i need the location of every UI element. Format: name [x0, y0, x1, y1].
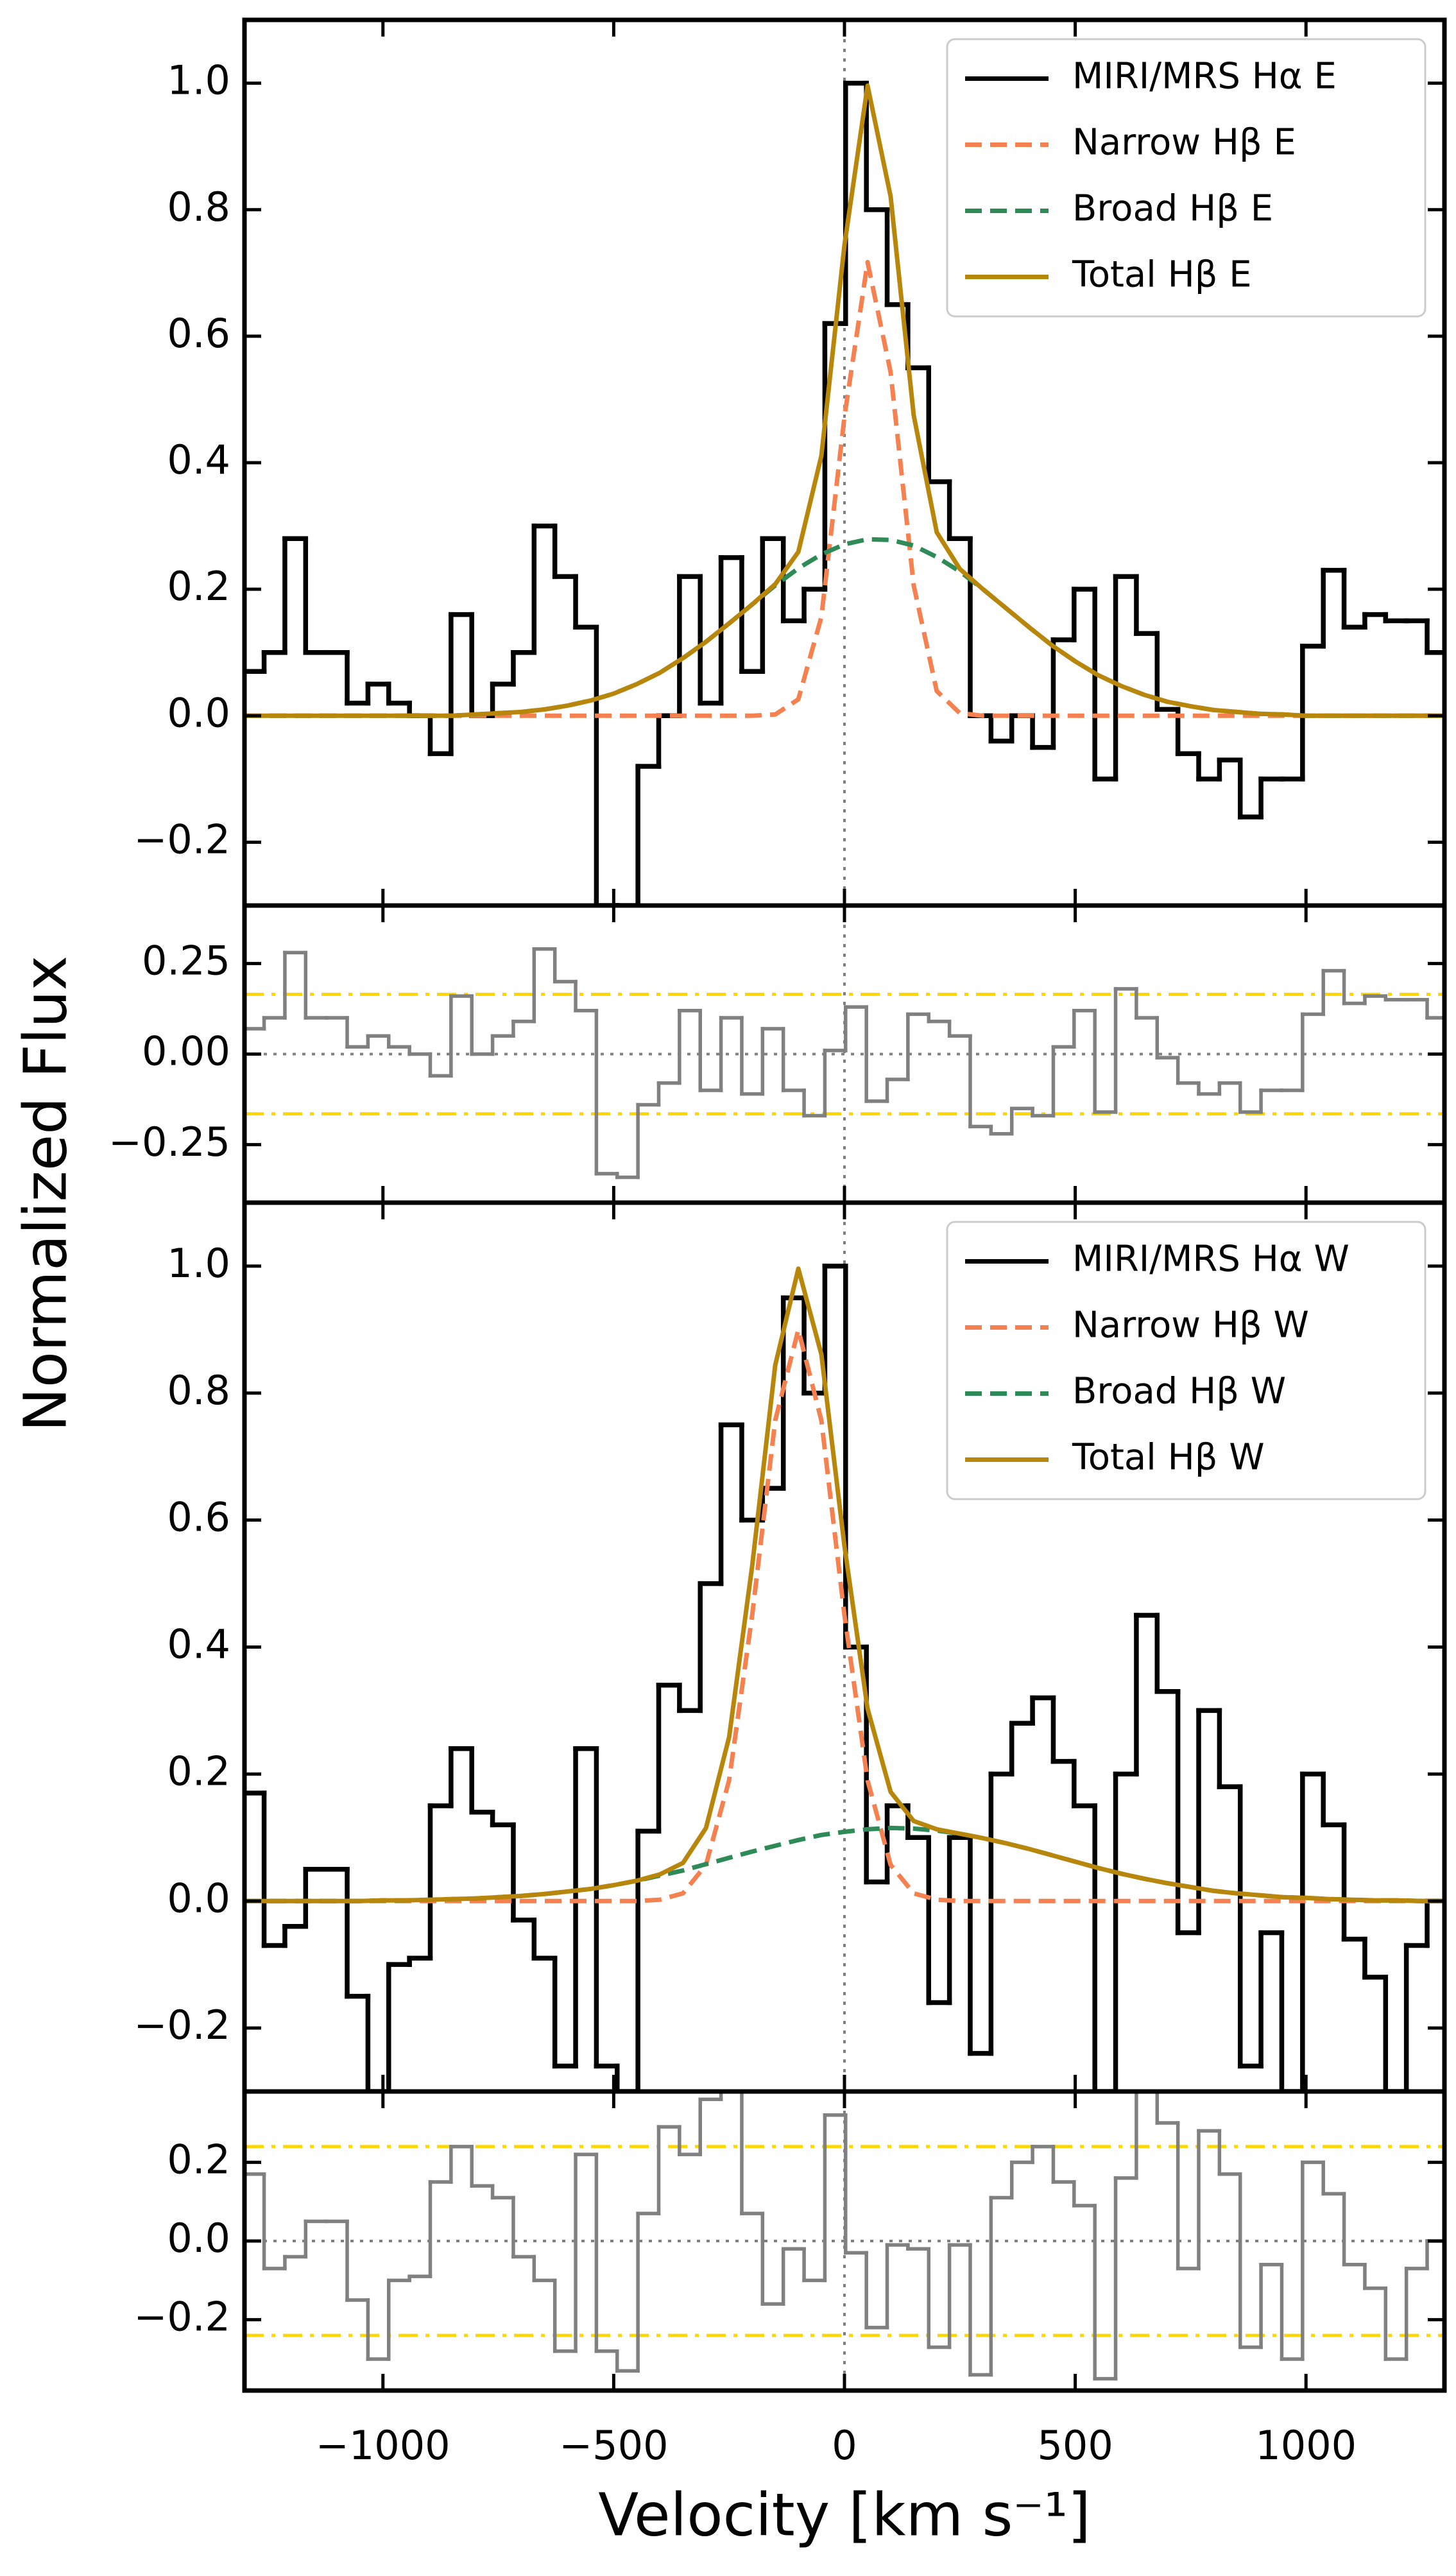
x-tick-label: 1000 — [1255, 2422, 1357, 2469]
y-tick-label: 1.0 — [167, 1240, 230, 1287]
y-tick-label: 0.6 — [167, 310, 230, 357]
legend-label: Narrow Hβ E — [1072, 122, 1296, 164]
x-tick-label: 0 — [832, 2422, 857, 2469]
y-tick-label: −0.2 — [133, 816, 230, 863]
y-tick-label: 0.8 — [167, 184, 230, 230]
x-tick-label: −1000 — [316, 2422, 450, 2469]
legend-label: MIRI/MRS Hα E — [1072, 56, 1337, 98]
y-tick-label: 0.8 — [167, 1367, 230, 1414]
legend-label: Narrow Hβ W — [1072, 1305, 1309, 1346]
model-line — [244, 260, 1444, 718]
y-tick-label: 0.0 — [167, 689, 230, 736]
plot-area — [244, 1203, 1444, 2091]
legend-label: Total Hβ E — [1072, 254, 1252, 296]
plot-area — [244, 2091, 1444, 2391]
y-tick-label: 0.2 — [167, 2136, 230, 2183]
legend-label: Broad Hβ W — [1072, 1371, 1286, 1413]
plot-area — [244, 906, 1444, 1203]
x-axis-label: Velocity [km s⁻¹] — [598, 2480, 1090, 2549]
y-tick-label: 0.0 — [167, 1875, 230, 1921]
x-tick-label: 500 — [1037, 2422, 1113, 2469]
legend-label: MIRI/MRS Hα W — [1072, 1239, 1349, 1280]
legend-label: Broad Hβ E — [1072, 188, 1273, 230]
y-tick-label: 0.2 — [167, 1747, 230, 1794]
y-tick-label: 0.0 — [167, 2215, 230, 2262]
y-tick-label: 0.4 — [167, 1621, 230, 1668]
y-tick-label: −0.2 — [133, 2294, 230, 2340]
y-axis-label: Normalized Flux — [11, 956, 80, 1432]
model-line — [244, 1327, 1444, 1903]
axes-frame — [242, 2089, 1447, 2393]
legend-box — [946, 1221, 1426, 1500]
y-tick-label: 0.4 — [167, 436, 230, 483]
plot-area — [244, 20, 1444, 906]
model-line — [244, 1266, 1444, 1903]
y-tick-label: 1.0 — [167, 57, 230, 104]
model-line — [244, 83, 1444, 718]
y-tick-label: 0.25 — [142, 937, 230, 984]
legend-box — [946, 38, 1426, 318]
legend-label: Total Hβ W — [1072, 1437, 1265, 1479]
x-tick-label: −500 — [559, 2422, 668, 2469]
y-tick-label: −0.2 — [133, 2002, 230, 2048]
y-tick-label: 0.2 — [167, 563, 230, 610]
y-tick-label: −0.25 — [108, 1119, 230, 1165]
y-tick-label: 0.00 — [142, 1028, 230, 1075]
y-tick-label: 0.6 — [167, 1494, 230, 1541]
